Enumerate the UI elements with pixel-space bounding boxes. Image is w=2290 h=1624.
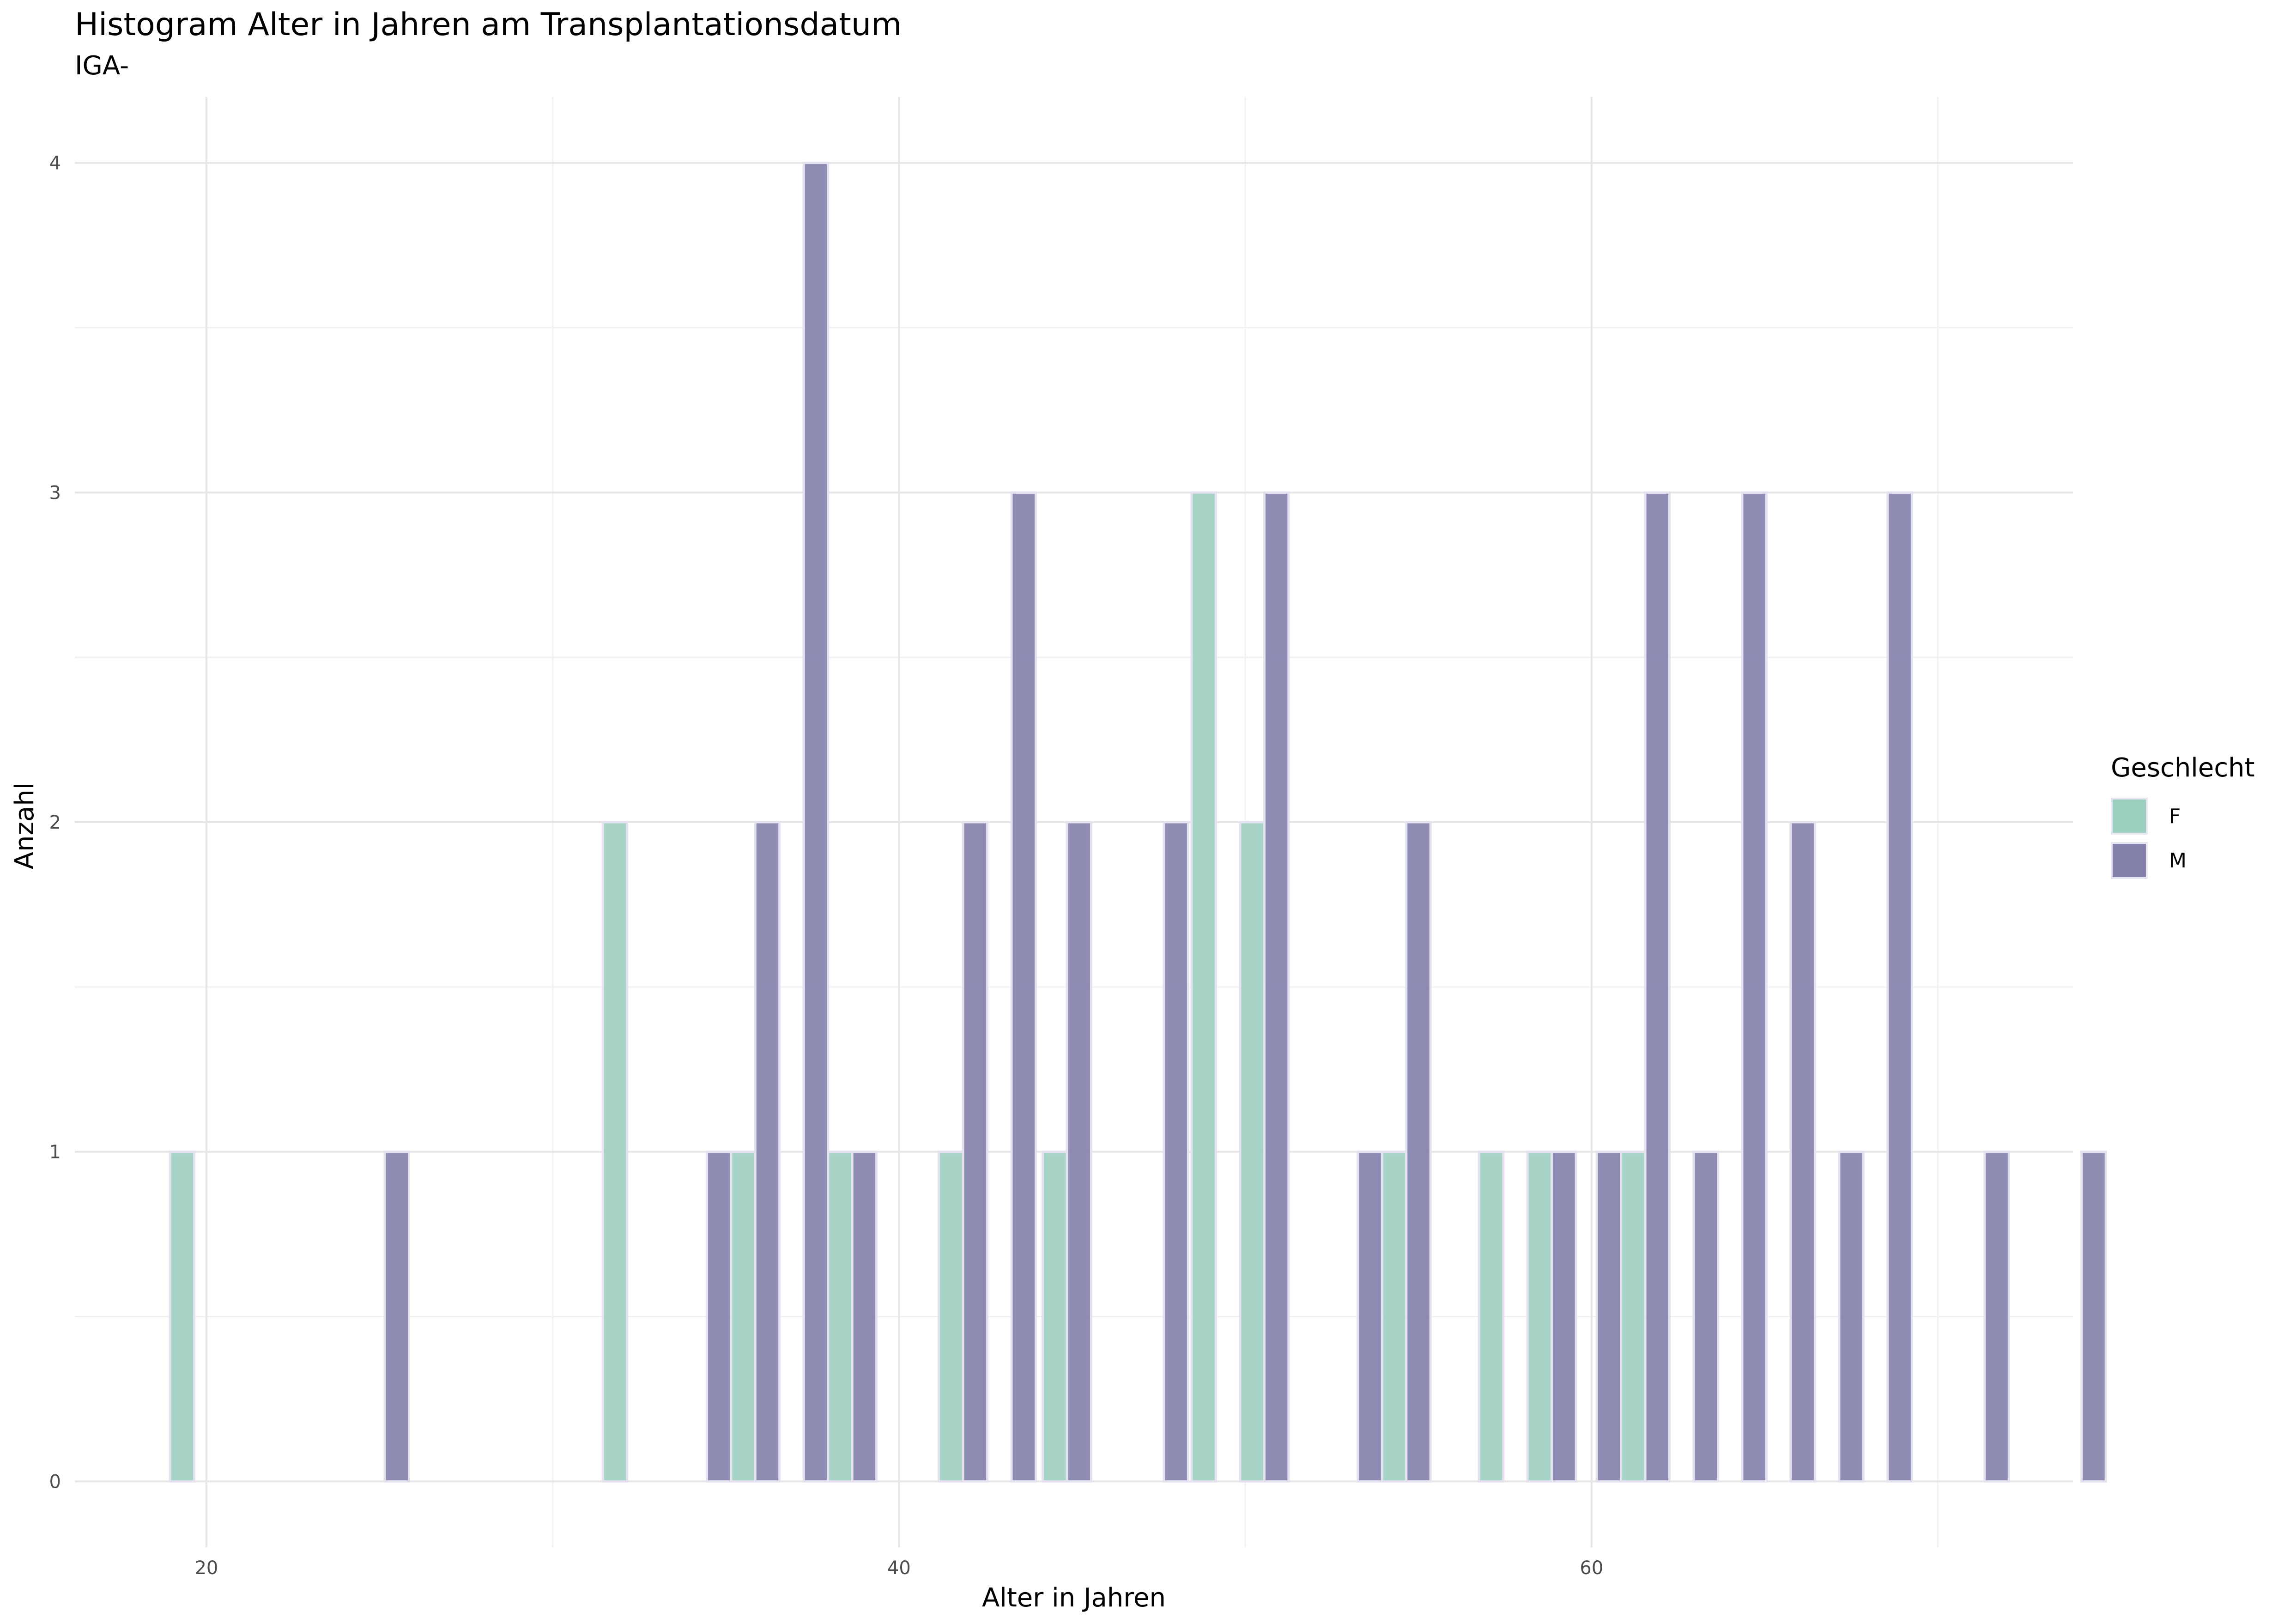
bar-m — [851, 1151, 878, 1483]
bar-m — [1263, 491, 1290, 1483]
bar-f — [169, 1151, 196, 1483]
chart-title: Histogram Alter in Jahren am Transplanta… — [75, 6, 902, 43]
legend-item-m: M — [2111, 838, 2255, 883]
bar-m — [1983, 1151, 2010, 1483]
bar-f — [1190, 491, 1217, 1483]
bar-m — [962, 821, 989, 1483]
bar-f — [1478, 1151, 1505, 1483]
y-tick-label: 0 — [49, 1471, 61, 1492]
y-axis-label: Anzahl — [10, 782, 40, 870]
bar-f — [827, 1151, 854, 1483]
bar-f — [938, 1151, 964, 1483]
bar-f — [601, 821, 629, 1483]
legend-key-f — [2111, 798, 2148, 835]
bar-m — [705, 1151, 733, 1483]
bar-m — [2080, 1151, 2107, 1483]
bar-m — [1066, 821, 1092, 1483]
bar-f — [1239, 821, 1266, 1483]
x-tick-label: 40 — [887, 1557, 911, 1579]
bar-m — [1595, 1151, 1623, 1483]
bar-m — [1010, 491, 1037, 1483]
y-tick-label: 3 — [49, 482, 61, 503]
bar-m — [1838, 1151, 1865, 1483]
bar-m — [383, 1151, 410, 1483]
bar-m — [1789, 821, 1816, 1483]
bar-f — [1381, 1151, 1408, 1483]
bar-m — [1405, 821, 1432, 1483]
legend-key-m — [2111, 842, 2148, 879]
x-axis-label: Alter in Jahren — [982, 1583, 1166, 1613]
bar-m — [802, 162, 830, 1483]
bar-m — [1644, 491, 1671, 1483]
y-tick-label: 4 — [49, 153, 61, 174]
bar-m — [1163, 821, 1189, 1483]
x-tick-label: 20 — [194, 1557, 218, 1579]
bar-m — [1886, 491, 1913, 1483]
bar-m — [1692, 1151, 1720, 1483]
legend-title: Geschlecht — [2111, 753, 2255, 783]
legend-label: F — [2169, 804, 2181, 828]
bar-f — [1526, 1151, 1553, 1483]
legend-label: M — [2169, 848, 2187, 873]
bar-m — [1551, 1151, 1577, 1483]
y-tick-label: 2 — [49, 812, 61, 833]
bar-f — [730, 1151, 757, 1483]
y-tick-label: 1 — [49, 1142, 61, 1163]
chart-subtitle: IGA- — [75, 51, 129, 81]
x-tick-label: 60 — [1580, 1557, 1603, 1579]
legend-item-f: F — [2111, 794, 2255, 838]
bar-m — [1741, 491, 1768, 1483]
bar-m — [754, 821, 781, 1483]
bar-f — [1620, 1151, 1647, 1483]
bar-m — [1357, 1151, 1383, 1483]
bar-f — [1042, 1151, 1068, 1483]
